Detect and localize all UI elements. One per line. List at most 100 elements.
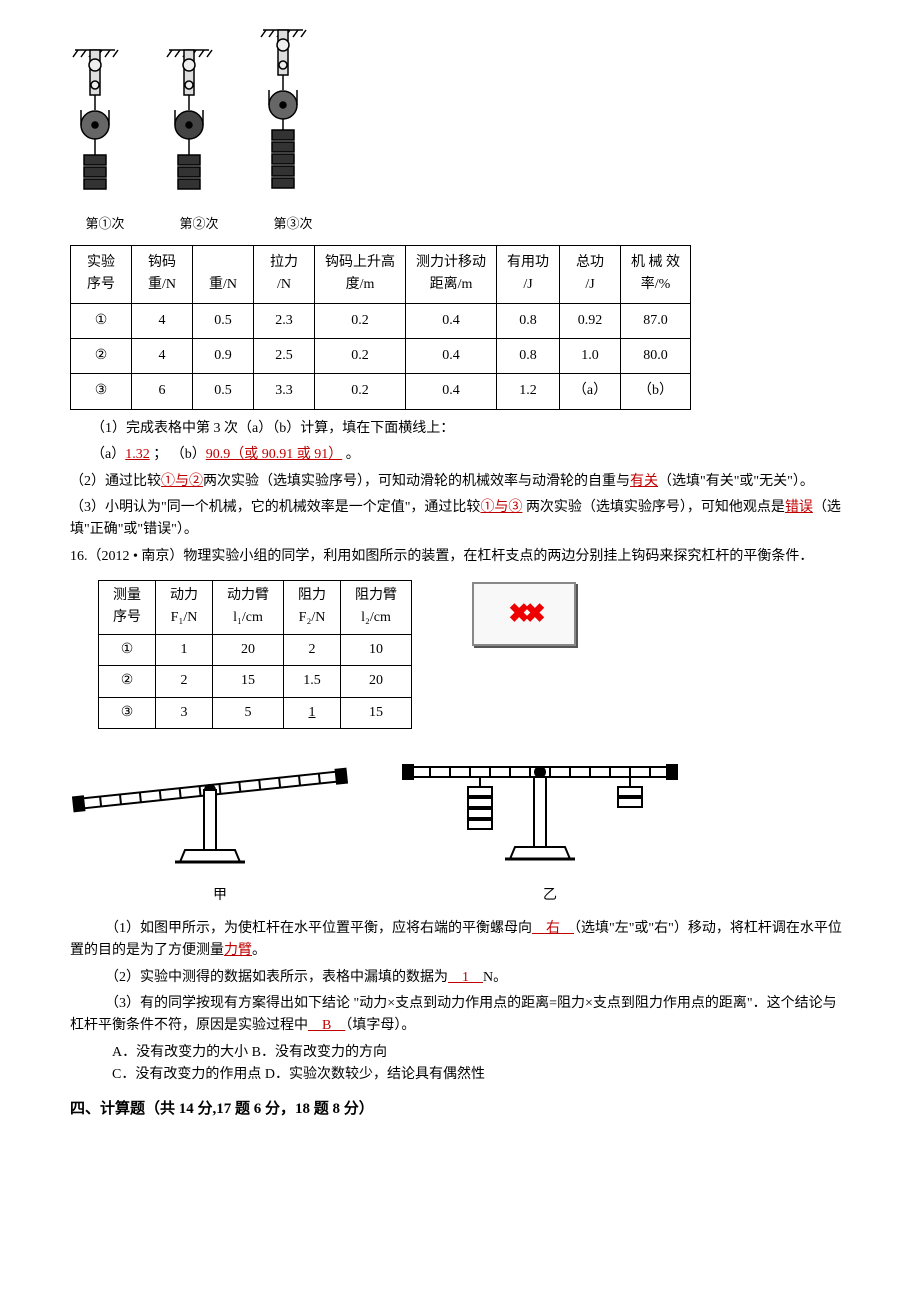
text: （1）如图甲所示，为使杠杆在水平位置平衡，应将右端的平衡螺母向	[105, 921, 532, 936]
table-cell: 3.3	[254, 374, 315, 409]
table-cell: 4	[132, 303, 193, 338]
table-cell: 3	[156, 697, 213, 728]
pulley-svg-3	[258, 20, 328, 210]
table-row: ①40.52.30.20.40.80.9287.0	[71, 303, 691, 338]
text: （2）通过比较	[70, 474, 161, 489]
table-cell: ①	[71, 303, 132, 338]
text: （填字母）。	[345, 1018, 415, 1033]
pulley-3: 第③次	[258, 20, 328, 235]
table-cell: 6	[132, 374, 193, 409]
table-cell: ②	[71, 338, 132, 373]
table-header: 阻力F₂/N	[284, 581, 341, 635]
table-cell: 4	[132, 338, 193, 373]
table-cell: 0.2	[315, 374, 406, 409]
table-cell: 0.4	[406, 303, 497, 338]
experiment-table-1: 实验序号钩码重/N重/N拉力/N钩码上升高度/m测力计移动距离/m有用功/J总功…	[70, 245, 691, 410]
table-cell: 0.92	[560, 303, 621, 338]
table-cell: 15	[341, 697, 412, 728]
table-cell: 0.2	[315, 303, 406, 338]
ans-1n: 1	[448, 970, 483, 985]
q15-1b: （a）1.32 ； （b）90.9（或 90.91 或 91） 。	[70, 444, 850, 466]
balance-yi: 乙	[400, 747, 700, 908]
experiment-table-2: 测量序号动力F₁/N动力臂l₁/cm阻力F₂/N阻力臂l₂/cm①120210②…	[98, 580, 412, 729]
table-header: 有用功/J	[497, 245, 560, 303]
image-placeholder: ✖✖	[472, 582, 576, 646]
text: （2）实验中测得的数据如表所示，表格中漏填的数据为	[105, 970, 448, 985]
balance-label-jia: 甲	[70, 885, 370, 907]
text: （a）	[91, 447, 125, 462]
text: 两次实验（选填实验序号），可知他观点是	[522, 500, 785, 515]
table-header: 重/N	[193, 245, 254, 303]
table-cell: ③	[99, 697, 156, 728]
answer-a: 1.32	[125, 447, 150, 462]
ans-b: B	[308, 1018, 345, 1033]
q15-2: （2）通过比较①与②两次实验（选填实验序号），可知动滑轮的机械效率与动滑轮的自重…	[70, 471, 850, 493]
text: （3）小明认为"同一个机械，它的机械效率是一个定值"，通过比较	[70, 500, 480, 515]
pulley-svg-2	[164, 40, 234, 210]
table-cell: 80.0	[621, 338, 691, 373]
pulley-label-1: 第①次	[85, 214, 124, 235]
table-cell: ①	[99, 634, 156, 665]
table-header: 阻力臂l₂/cm	[341, 581, 412, 635]
table-cell: 2	[284, 634, 341, 665]
table-cell: 2.5	[254, 338, 315, 373]
text: N。	[483, 970, 507, 985]
table-header: 测量序号	[99, 581, 156, 635]
text: ； （b）	[150, 447, 206, 462]
table-cell: 0.4	[406, 338, 497, 373]
option-line-1: A．没有改变力的大小 B．没有改变力的方向	[112, 1042, 850, 1064]
q16-intro: 16.（2012 • 南京）物理实验小组的同学，利用如图所示的装置，在杠杆支点的…	[70, 546, 850, 568]
broken-image-icon: ✖✖	[508, 593, 540, 635]
table-header: 机 械 效率/%	[621, 245, 691, 303]
table-header: 动力F₁/N	[156, 581, 213, 635]
table-cell: 0.5	[193, 303, 254, 338]
table-cell: 1.0	[560, 338, 621, 373]
table-cell: 15	[213, 666, 284, 697]
ans-right: 右	[532, 921, 574, 936]
table-row: ③60.53.30.20.41.2（a）（b）	[71, 374, 691, 409]
q16-options: A．没有改变力的大小 B．没有改变力的方向 C．没有改变力的作用点 D．实验次数…	[112, 1042, 850, 1087]
table-cell: 1.2	[497, 374, 560, 409]
q16-p1: （1）如图甲所示，为使杠杆在水平位置平衡，应将右端的平衡螺母向 右 （选填"左"…	[70, 918, 850, 963]
text: 。	[342, 447, 360, 462]
table-cell: 0.4	[406, 374, 497, 409]
q16-p3: （3）有的同学按现有方案得出如下结论 "动力×支点到动力作用点的距离=阻力×支点…	[70, 993, 850, 1038]
balance-jia: 甲	[70, 747, 370, 908]
table-row: ①120210	[99, 634, 412, 665]
table-cell: 20	[341, 666, 412, 697]
q16-p2: （2）实验中测得的数据如表所示，表格中漏填的数据为 1 N。	[70, 967, 850, 989]
table-header: 钩码重/N	[132, 245, 193, 303]
table-cell: 1	[284, 697, 341, 728]
table-header: 总功/J	[560, 245, 621, 303]
answer-2a: ①与②	[161, 474, 203, 489]
option-line-2: C．没有改变力的作用点 D．实验次数较少，结论具有偶然性	[112, 1064, 850, 1086]
answer-3a: ①与③	[480, 500, 522, 515]
table-cell: 87.0	[621, 303, 691, 338]
pulley-label-2: 第②次	[179, 214, 218, 235]
table-cell: 2	[156, 666, 213, 697]
table-cell: 2.3	[254, 303, 315, 338]
table-row: ②2151.520	[99, 666, 412, 697]
pulley-label-3: 第③次	[273, 214, 312, 235]
table-cell: 0.5	[193, 374, 254, 409]
balance-diagrams: 甲 乙	[70, 747, 850, 908]
pulley-2: 第②次	[164, 40, 234, 235]
answer-3b: 错误	[785, 500, 813, 515]
table-cell: ③	[71, 374, 132, 409]
table-cell: （a）	[560, 374, 621, 409]
q15-3: （3）小明认为"同一个机械，它的机械效率是一个定值"，通过比较①与③ 两次实验（…	[70, 497, 850, 542]
section-4-title: 四、计算题（共 14 分,17 题 6 分，18 题 8 分）	[70, 1097, 850, 1121]
q15-1a: （1）完成表格中第 3 次（a）（b）计算，填在下面横线上：	[70, 418, 850, 440]
table-cell: ②	[99, 666, 156, 697]
answer-2b: 有关	[630, 474, 658, 489]
table-row: ②40.92.50.20.40.81.080.0	[71, 338, 691, 373]
text: 。	[252, 943, 266, 958]
table-cell: 5	[213, 697, 284, 728]
text: （选填"有关"或"无关"）。	[658, 474, 814, 489]
pulley-svg-1	[70, 40, 140, 210]
table-header: 实验序号	[71, 245, 132, 303]
answer-b: 90.9（或 90.91 或 91）	[206, 447, 343, 462]
pulley-diagrams: 第①次 第②次	[70, 20, 850, 235]
table-header: 动力臂l₁/cm	[213, 581, 284, 635]
table-header: 钩码上升高度/m	[315, 245, 406, 303]
